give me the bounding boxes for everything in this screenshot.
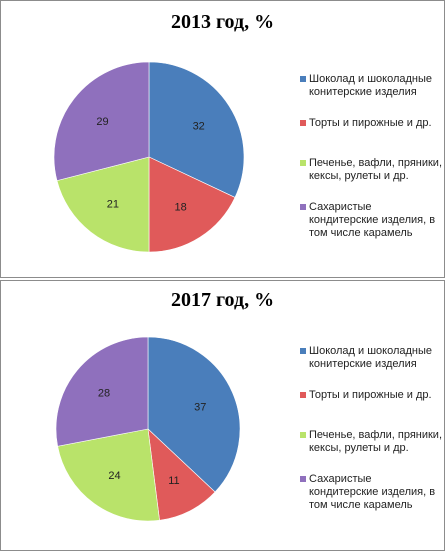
legend-item-cookies: Печенье, вафли, пряники, кексы, рулеты и…: [297, 429, 443, 455]
data-label-cakes: 11: [168, 475, 179, 487]
data-label-cookies: 24: [108, 470, 120, 482]
legend-swatch: [300, 392, 306, 398]
pie-slice-sugar-confectionery: [53, 61, 150, 181]
legend-item-cookies: Печенье, вафли, пряники, кексы, рулеты и…: [297, 157, 443, 183]
legend-label: Печенье, вафли, пряники, кексы, рулеты и…: [309, 429, 443, 454]
legend-item-sugar-confectionery: Сахаристые кондитерские изделия, в том ч…: [297, 473, 443, 512]
chart-panel-2017: 2017 год, % 37 11 24 28 Шоколад и шоколадны…: [0, 280, 445, 551]
legend-label: Торты и пирожные и др.: [309, 117, 432, 129]
chart-title: 2017 год, %: [170, 289, 275, 311]
chart-title: 2013 год, %: [170, 11, 275, 33]
legend-swatch: [300, 204, 306, 210]
legend-swatch: [300, 432, 306, 438]
legend-item-sugar-confectionery: Сахаристые кондитерские изделия, в том ч…: [297, 201, 443, 240]
legend-label: Шоколад и шоколадные конитерские изделия: [309, 73, 433, 98]
legend-item-cakes: Торты и пирожные и др.: [297, 117, 443, 130]
legend-label: Торты и пирожные и др.: [309, 389, 432, 401]
pie-slice-sugar-confectionery: [55, 336, 149, 447]
legend-item-cakes: Торты и пирожные и др.: [297, 389, 443, 402]
legend-label: Сахаристые кондитерские изделия, в том ч…: [309, 473, 436, 511]
pie-chart-2013: 32 18 21 29: [53, 61, 245, 253]
data-label-sugar-confectionery: 28: [98, 388, 110, 400]
pie-slice-chocolate: [147, 336, 241, 493]
data-label-cakes: 18: [174, 202, 186, 214]
legend-swatch: [300, 476, 306, 482]
data-label-chocolate: 37: [194, 401, 206, 413]
legend-swatch: [300, 76, 306, 82]
legend-label: Печенье, вафли, пряники, кексы, рулеты и…: [309, 157, 443, 182]
legend-item-chocolate: Шоколад и шоколадные конитерские изделия: [297, 73, 443, 99]
legend-item-chocolate: Шоколад и шоколадные конитерские изделия: [297, 345, 443, 371]
pie-slice-chocolate: [148, 61, 245, 198]
data-label-sugar-confectionery: 29: [96, 116, 108, 128]
pie-slice-cookies: [56, 156, 150, 253]
chart-panel-2013: 2013 год, % 32 18 21 29 Шоколад и шоколадны…: [0, 0, 445, 278]
data-label-chocolate: 32: [193, 120, 205, 132]
data-label-cookies: 21: [107, 199, 119, 211]
legend-swatch: [300, 120, 306, 126]
legend-swatch: [300, 160, 306, 166]
legend-label: Сахаристые кондитерские изделия, в том ч…: [309, 201, 436, 239]
pie-slice-cookies: [57, 428, 160, 522]
legend-swatch: [300, 348, 306, 354]
pie-chart-2017: 37 11 24 28: [55, 336, 241, 522]
legend-label: Шоколад и шоколадные конитерские изделия: [309, 345, 433, 370]
pie-slice-cakes: [148, 156, 236, 253]
